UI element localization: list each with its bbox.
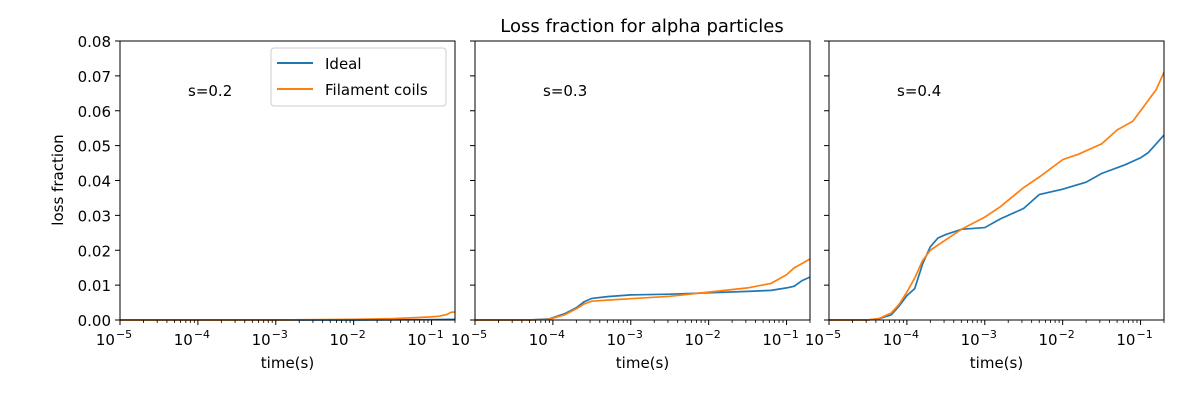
y-tick-label: 0.07 — [78, 68, 111, 86]
axes-frame — [828, 40, 1165, 321]
x-tick-label: 10−3 — [961, 328, 997, 349]
y-tick-label: 0.00 — [78, 312, 111, 330]
panel-label: s=0.2 — [188, 82, 232, 100]
y-tick-label: 0.04 — [78, 173, 111, 191]
series-line-ideal — [829, 134, 1165, 321]
legend-label: Filament coils — [325, 81, 428, 99]
legend: Ideal Filament coils — [270, 47, 447, 107]
series-line-filament-coils — [120, 311, 455, 321]
x-tick-label: 10−5 — [451, 328, 487, 349]
x-tick-label: 10−2 — [1039, 328, 1075, 349]
panel-3: 10−5 10−4 10−3 10−2 10−1 time(s) s=0.4 — [805, 40, 1165, 372]
x-tick-label: 10−1 — [407, 328, 443, 349]
x-tick-label: 10−5 — [805, 328, 841, 349]
axes-frame — [474, 40, 811, 321]
panel-2: 10−5 10−4 10−3 10−2 10−1 time(s) s=0.3 — [451, 40, 811, 372]
series-line-filament-coils — [475, 258, 811, 321]
panel-1: 0.00 0.01 0.02 0.03 0.04 0.05 0.06 0.07 0.08 10−5… — [78, 33, 456, 372]
chart-title: Loss fraction for alpha particles — [500, 16, 783, 37]
legend-label: Ideal — [325, 55, 362, 73]
y-axis-label: loss fraction — [49, 134, 67, 225]
x-tick-label: 10−1 — [1116, 328, 1152, 349]
x-tick-label: 10−3 — [252, 328, 288, 349]
x-tick-label: 10−2 — [685, 328, 721, 349]
panels: 0.00 0.01 0.02 0.03 0.04 0.05 0.06 0.07 0.08 10−5… — [78, 33, 1165, 372]
x-axis-label: time(s) — [970, 354, 1023, 372]
y-tick-label: 0.08 — [78, 33, 111, 51]
x-tick-label: 10−4 — [174, 328, 210, 349]
x-tick-label: 10−3 — [607, 328, 643, 349]
y-tick-label: 0.01 — [78, 277, 111, 295]
legend-box — [270, 47, 447, 107]
x-axis-label: time(s) — [616, 354, 669, 372]
series-line-filament-coils — [829, 72, 1165, 321]
x-tick-label: 10−1 — [762, 328, 798, 349]
y-tick-label: 0.02 — [78, 242, 111, 260]
panel-label: s=0.4 — [897, 82, 941, 100]
y-tick-label: 0.06 — [78, 103, 111, 121]
x-tick-label: 10−5 — [96, 328, 132, 349]
x-axis-label: time(s) — [261, 354, 314, 372]
y-tick-label: 0.03 — [78, 207, 111, 225]
x-tick-label: 10−4 — [529, 328, 565, 349]
x-tick-label: 10−4 — [883, 328, 919, 349]
panel-label: s=0.3 — [543, 82, 587, 100]
x-tick-label: 10−2 — [330, 328, 366, 349]
y-tick-label: 0.05 — [78, 138, 111, 156]
